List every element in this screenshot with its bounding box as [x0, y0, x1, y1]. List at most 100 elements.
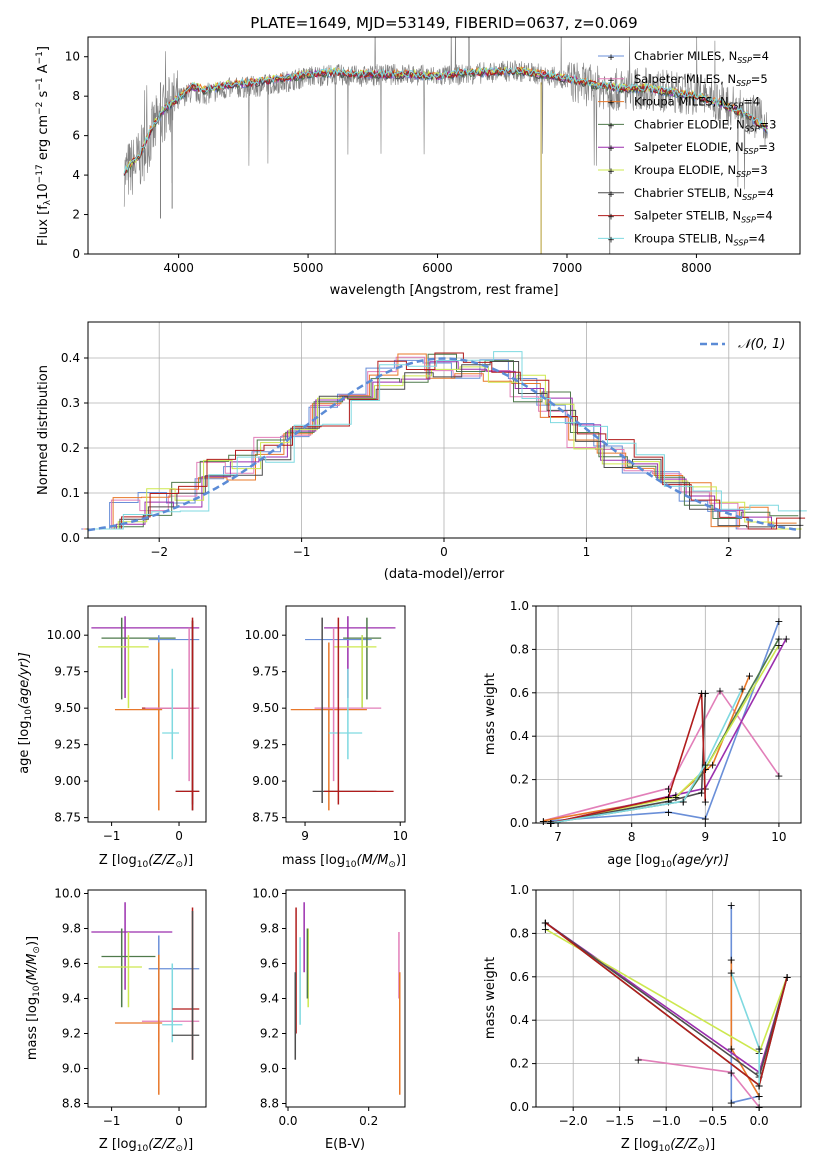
legend-label-sub: SSP: [744, 147, 759, 156]
weight-point: +: [774, 769, 783, 782]
histogram-step-line: [94, 351, 807, 530]
age-vs-mass-xlabel: mass [log10(M/M⊙)]: [282, 853, 406, 870]
legend-label-tail: =3: [760, 117, 777, 131]
weight-point: +: [541, 917, 550, 930]
legend-label-base: Salpeter ELODIE, N: [634, 140, 744, 154]
legend-label-base: Kroupa STELIB, N: [634, 231, 734, 245]
histogram-panel: −2 −1 0 1 2 0.0 0.1 0.2 0.3 0.4 (data-model)/erro…: [36, 321, 807, 582]
y-tick-label: 9.25: [54, 738, 81, 752]
y-tick-label: 9.8: [260, 922, 279, 936]
weight-point: +: [774, 615, 783, 628]
weight-point: +: [539, 815, 548, 828]
legend-label-sub: SSP: [729, 102, 744, 111]
weight-point: +: [539, 815, 548, 828]
y-tick-label: 10.0: [54, 887, 81, 901]
spectrum-panel: PLATE=1649, MJD=53149, FIBERID=0637, z=0…: [35, 14, 801, 298]
spectrum-x-tick-label: 4000: [163, 261, 194, 275]
y-tick-label: 0.8: [510, 926, 529, 940]
x-tick-label: 0: [175, 829, 183, 843]
legend-label-sub: SSP: [736, 170, 751, 179]
weight-line: [550, 688, 743, 824]
legend-label-base: Chabrier STELIB, N: [634, 186, 742, 200]
histogram-step-line: [93, 352, 806, 530]
y-tick-label: 9.0: [62, 1062, 81, 1076]
legend-marker: +: [607, 99, 615, 109]
legend-label-tail: =4: [748, 231, 765, 245]
x-tick-label: 0.0: [278, 1114, 297, 1128]
y-tick-label: 9.4: [62, 992, 81, 1006]
weight-point: +: [701, 687, 710, 700]
spectrum-model-line: [123, 66, 768, 175]
legend-marker: +: [607, 213, 615, 223]
mass-vs-z-panel: −1 0 8.8 9.0 9.2 9.4 9.6 9.8 10.0: [54, 887, 207, 1128]
legend-label: Kroupa ELODIE, NSSP=3: [634, 163, 768, 179]
panel-frame: [535, 889, 802, 1108]
y-tick-label: 9.50: [54, 701, 81, 715]
legend-label: Chabrier STELIB, NSSP=4: [634, 186, 774, 202]
panel-frame: [285, 605, 406, 823]
y-tick-label: 0.6: [510, 686, 529, 700]
legend-marker: +: [607, 76, 615, 86]
weight-point: +: [727, 1042, 736, 1055]
y-tick-label: 9.6: [260, 957, 279, 971]
histogram-y-tick-label: 0.1: [61, 486, 80, 500]
weight-point: +: [701, 763, 710, 776]
legend-label: Kroupa STELIB, NSSP=4: [634, 231, 765, 247]
weight-vs-z-ylabel: mass weight: [483, 957, 498, 1039]
y-tick-label: 9.00: [252, 774, 279, 788]
y-tick-label: 9.75: [252, 665, 279, 679]
normal-curve: [87, 357, 801, 532]
histogram-y-tick-label: 0.4: [61, 351, 80, 365]
legend-label: Chabrier ELODIE, NSSP=3: [634, 117, 776, 133]
legend-label-base: Chabrier MILES, N: [634, 49, 737, 63]
weight-point: +: [664, 806, 673, 819]
weight-line: [543, 675, 751, 822]
y-tick-label: 9.8: [62, 922, 81, 936]
x-tick-label: 0.2: [359, 1114, 378, 1128]
weight-point: +: [774, 633, 783, 646]
histogram-step-line: [86, 353, 799, 530]
y-tick-label: 0.4: [510, 729, 529, 743]
y-tick-label: 9.2: [62, 1027, 81, 1041]
x-tick-label: −1: [103, 829, 121, 843]
weight-point: +: [755, 1079, 764, 1092]
weight-vs-z-xlabel: Z [log10(Z/Z⊙)]: [621, 1137, 715, 1154]
histogram-step-line: [82, 356, 795, 530]
weight-point: +: [715, 685, 724, 698]
y-tick-label: 0.4: [510, 1013, 529, 1027]
legend-label-sub: SSP: [734, 238, 749, 247]
x-tick-label: 9: [701, 830, 709, 844]
legend-label: Salpeter MILES, NSSP=5: [634, 72, 768, 88]
age-vs-z-panel: −1 0 8.75 9.00 9.25 9.50 9.75 10.00: [47, 605, 207, 843]
weight-point: +: [755, 1090, 764, 1103]
weight-vs-age-xlabel: age [log10(age/yr)]: [607, 853, 729, 870]
x-tick-label: −1.0: [652, 1114, 681, 1128]
panel-frame: [535, 605, 802, 824]
weight-point: +: [774, 639, 783, 652]
x-tick-label: 9: [301, 829, 309, 843]
weight-point: +: [664, 795, 673, 808]
weight-point: +: [727, 1066, 736, 1079]
weight-point: +: [782, 971, 791, 984]
legend-label-sub: SSP: [745, 124, 760, 133]
age-vs-z-ylabel: age [log10(age/yr)]: [17, 652, 34, 774]
histogram-y-tick-label: 0.0: [61, 531, 80, 545]
weight-line: [730, 959, 760, 1097]
weight-point: +: [727, 953, 736, 966]
spectrum-y-tick-label: 8: [72, 89, 80, 103]
legend-marker: +: [607, 53, 615, 63]
spectrum-y-tick-label: 4: [72, 168, 80, 182]
x-tick-label: 0.0: [750, 1114, 769, 1128]
y-tick-label: 9.00: [54, 774, 81, 788]
y-tick-label: 8.8: [62, 1097, 81, 1111]
spectrum-y-tick-label: 10: [65, 50, 80, 64]
legend-label-base: Kroupa MILES, N: [634, 95, 729, 109]
histogram-x-tick-label: 1: [583, 545, 591, 559]
x-tick-label: 7: [554, 830, 562, 844]
histogram-plot-area: [81, 322, 807, 539]
spectrum-legend: + Chabrier MILES, NSSP=4+ Salpeter MILES, …: [598, 49, 776, 247]
y-tick-label: 9.4: [260, 992, 279, 1006]
weight-vs-age-ylabel: mass weight: [483, 673, 498, 755]
weight-point: +: [755, 1090, 764, 1103]
